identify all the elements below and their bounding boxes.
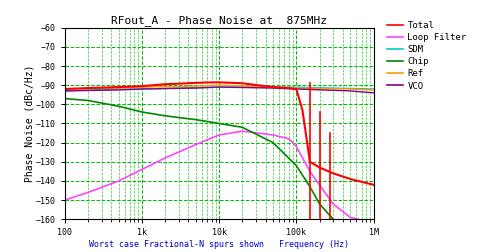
X-axis label: Worst case Fractional-N spurs shown   Frequency (Hz): Worst case Fractional-N spurs shown Freq… [89,240,349,249]
Legend: Total, Loop Filter, SDM, Chip, Ref, VCO: Total, Loop Filter, SDM, Chip, Ref, VCO [383,17,470,94]
Title: RFout_A - Phase Noise at  875MHz: RFout_A - Phase Noise at 875MHz [111,16,327,26]
Y-axis label: Phase Noise (dBc/Hz): Phase Noise (dBc/Hz) [24,65,34,182]
